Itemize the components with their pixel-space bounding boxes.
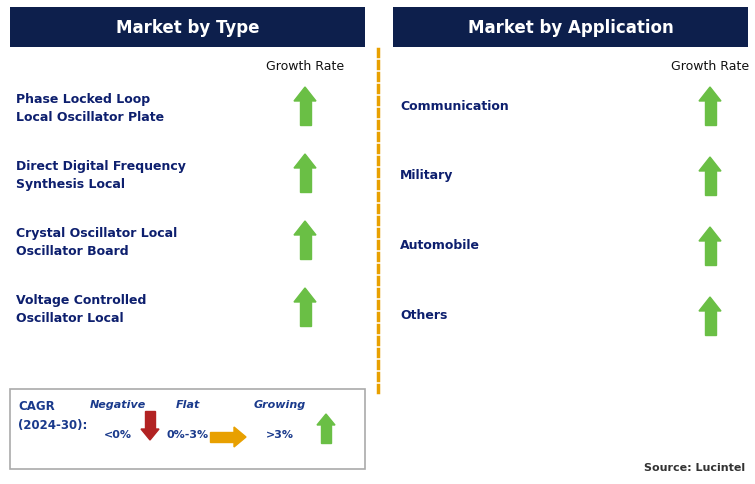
Polygon shape [699,297,721,311]
Text: Negative: Negative [90,399,146,409]
Text: Automobile: Automobile [400,239,480,252]
Text: Source: Lucintel: Source: Lucintel [644,462,745,472]
Text: Flat: Flat [176,399,200,409]
Polygon shape [704,242,716,265]
Bar [393,8,748,48]
Polygon shape [294,288,316,302]
Text: Others: Others [400,309,448,322]
Polygon shape [704,102,716,126]
Polygon shape [300,102,310,126]
Polygon shape [145,411,155,429]
Polygon shape [317,414,335,425]
Polygon shape [699,88,721,102]
Polygon shape [294,88,316,102]
Polygon shape [321,425,331,443]
Text: Direct Digital Frequency
Synthesis Local: Direct Digital Frequency Synthesis Local [16,160,186,191]
Polygon shape [141,429,159,440]
Bar [10,8,365,48]
Polygon shape [300,236,310,259]
Polygon shape [300,302,310,326]
Text: Growth Rate: Growth Rate [671,60,749,73]
Text: CAGR
(2024-30):: CAGR (2024-30): [18,399,88,431]
Polygon shape [294,222,316,236]
Text: Crystal Oscillator Local
Oscillator Board: Crystal Oscillator Local Oscillator Boar… [16,227,177,257]
Polygon shape [294,155,316,168]
Polygon shape [699,227,721,242]
Text: Market by Application: Market by Application [467,19,673,37]
Bar [10,389,365,469]
Text: Market by Type: Market by Type [116,19,259,37]
Polygon shape [704,311,716,335]
Polygon shape [300,168,310,193]
Polygon shape [699,158,721,172]
Text: <0%: <0% [104,429,132,439]
Text: 0%-3%: 0%-3% [167,429,209,439]
Polygon shape [234,427,246,447]
Text: Growing: Growing [254,399,306,409]
Text: Communication: Communication [400,99,509,112]
Text: >3%: >3% [266,429,294,439]
Polygon shape [210,432,234,442]
Text: Phase Locked Loop
Local Oscillator Plate: Phase Locked Loop Local Oscillator Plate [16,93,164,124]
Text: Growth Rate: Growth Rate [266,60,344,73]
Text: Military: Military [400,169,453,182]
Text: Voltage Controlled
Oscillator Local: Voltage Controlled Oscillator Local [16,293,146,324]
Polygon shape [704,172,716,196]
